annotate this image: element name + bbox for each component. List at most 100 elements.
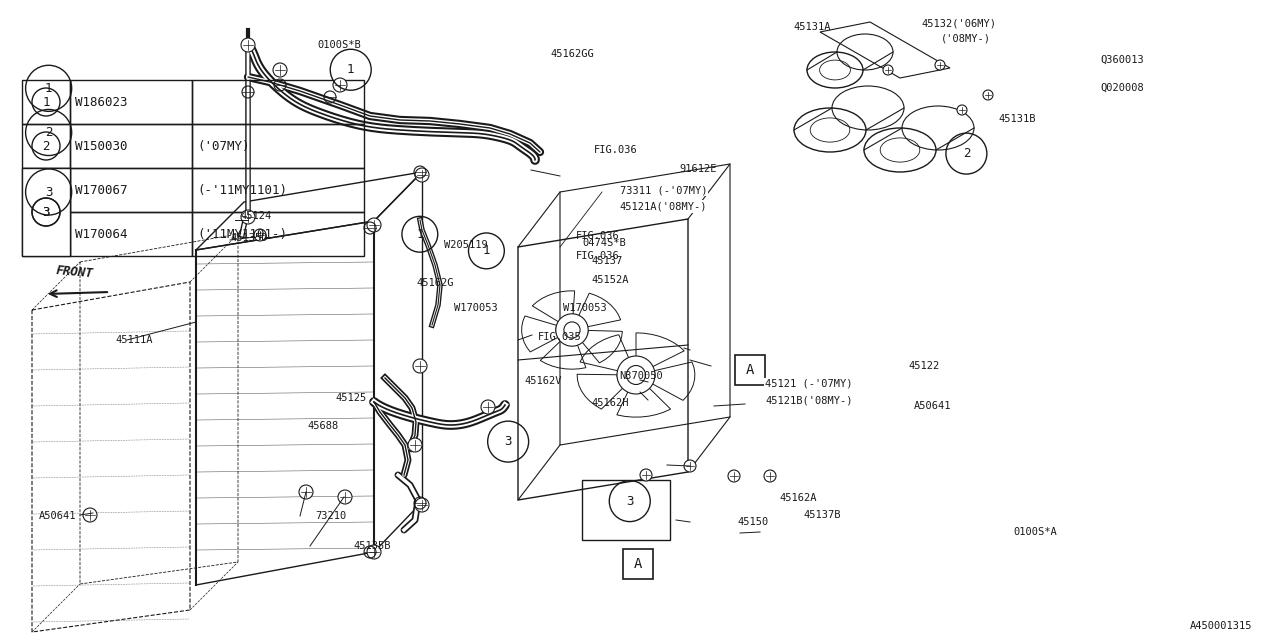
Text: W170067: W170067 — [76, 184, 128, 196]
Text: FIG.036: FIG.036 — [576, 251, 620, 261]
Text: 73311 <-'07MY>: 73311 <-'07MY> — [620, 185, 707, 195]
Text: W170064: W170064 — [76, 227, 128, 241]
Text: 45135D: 45135D — [230, 233, 268, 243]
Circle shape — [617, 356, 655, 394]
Text: A: A — [746, 363, 754, 377]
Text: A450001315: A450001315 — [1189, 621, 1252, 631]
Text: FIG.036: FIG.036 — [576, 231, 620, 241]
Bar — [70, 212, 192, 256]
Text: 45121A('08MY-): 45121A('08MY-) — [620, 202, 707, 212]
Text: 1: 1 — [42, 95, 50, 109]
Text: 45152A: 45152A — [591, 275, 628, 285]
Bar — [22, 168, 70, 256]
Text: 45132('06MY): 45132('06MY) — [922, 19, 997, 29]
Bar — [70, 80, 192, 124]
Bar — [22, 168, 70, 212]
Bar — [22, 212, 70, 256]
Bar — [623, 549, 653, 579]
Text: ('07MY): ('07MY) — [197, 140, 250, 152]
Circle shape — [253, 229, 266, 241]
Text: 45688: 45688 — [307, 420, 338, 431]
Text: 45121B('08MY-): 45121B('08MY-) — [765, 396, 852, 406]
Circle shape — [300, 485, 314, 499]
Text: 91612E: 91612E — [680, 164, 717, 174]
Text: 3: 3 — [42, 205, 50, 218]
Text: 45125: 45125 — [335, 393, 366, 403]
Text: FIG.035: FIG.035 — [538, 332, 581, 342]
Text: W170053: W170053 — [563, 303, 607, 313]
Text: 3: 3 — [626, 495, 634, 508]
Text: 45124: 45124 — [241, 211, 271, 221]
Circle shape — [367, 218, 381, 232]
Text: A: A — [634, 557, 643, 571]
Text: FIG.036: FIG.036 — [594, 145, 637, 156]
Circle shape — [883, 65, 893, 75]
Circle shape — [83, 508, 97, 522]
Text: 45131B: 45131B — [998, 114, 1036, 124]
Text: 0474S*B: 0474S*B — [582, 238, 626, 248]
Text: 73210: 73210 — [315, 511, 346, 521]
Text: 0100S*B: 0100S*B — [317, 40, 361, 50]
Text: 0100S*A: 0100S*A — [1014, 527, 1057, 538]
Text: 2: 2 — [963, 147, 970, 160]
Circle shape — [564, 322, 580, 338]
Text: 45135B: 45135B — [353, 541, 390, 551]
Text: 45122: 45122 — [909, 361, 940, 371]
Bar — [70, 124, 192, 168]
Text: N370050: N370050 — [620, 371, 663, 381]
Text: 45150: 45150 — [737, 516, 768, 527]
Text: A50641: A50641 — [914, 401, 951, 411]
Text: (-'11MY1101): (-'11MY1101) — [197, 184, 287, 196]
Text: 45137B: 45137B — [804, 509, 841, 520]
Text: 73311 (-'07MY): 73311 (-'07MY) — [620, 185, 707, 195]
Circle shape — [367, 545, 381, 559]
Circle shape — [640, 469, 652, 481]
Text: FRONT: FRONT — [56, 264, 95, 280]
Text: 1: 1 — [347, 63, 355, 76]
Text: 45111A: 45111A — [115, 335, 152, 345]
Text: 45162A: 45162A — [780, 493, 817, 503]
Text: W205119: W205119 — [444, 240, 488, 250]
Circle shape — [556, 314, 589, 346]
Circle shape — [957, 105, 966, 115]
Text: 3: 3 — [45, 186, 52, 198]
Bar — [192, 80, 364, 124]
Text: 45121A<'08MY->: 45121A<'08MY-> — [620, 202, 707, 212]
Text: 45131A: 45131A — [794, 22, 831, 32]
Text: 1: 1 — [45, 82, 52, 95]
Text: 45137: 45137 — [591, 256, 622, 266]
Text: 3: 3 — [42, 205, 50, 218]
Circle shape — [481, 400, 495, 414]
Circle shape — [983, 90, 993, 100]
Text: Q360013: Q360013 — [1101, 55, 1144, 65]
Text: W150030: W150030 — [76, 140, 128, 152]
Text: ('11MY1101-): ('11MY1101-) — [197, 227, 287, 241]
Text: 45121B('08MY-): 45121B('08MY-) — [765, 396, 852, 406]
Circle shape — [241, 38, 255, 52]
Circle shape — [728, 470, 740, 482]
Text: 1: 1 — [416, 228, 424, 241]
Text: 2: 2 — [42, 140, 50, 152]
Text: 45121 (-'07MY): 45121 (-'07MY) — [765, 379, 852, 389]
Text: 45162G: 45162G — [416, 278, 453, 288]
Circle shape — [415, 168, 429, 182]
Text: W186023: W186023 — [76, 95, 128, 109]
Text: W170053: W170053 — [454, 303, 498, 313]
Bar — [70, 168, 192, 212]
Circle shape — [413, 359, 428, 373]
Text: A50641: A50641 — [38, 511, 76, 521]
Circle shape — [684, 460, 696, 472]
Text: 45162H: 45162H — [591, 398, 628, 408]
Text: 45162GG: 45162GG — [550, 49, 594, 60]
Text: 45121 <-'07MY>: 45121 <-'07MY> — [765, 379, 852, 389]
Bar — [22, 124, 70, 168]
Circle shape — [626, 365, 645, 385]
Bar — [192, 168, 364, 212]
Bar — [192, 124, 364, 168]
Text: 1: 1 — [483, 244, 490, 257]
Circle shape — [415, 498, 429, 512]
Text: 45162V: 45162V — [525, 376, 562, 387]
Bar — [22, 80, 70, 124]
Circle shape — [333, 78, 347, 92]
Text: Q020008: Q020008 — [1101, 83, 1144, 93]
